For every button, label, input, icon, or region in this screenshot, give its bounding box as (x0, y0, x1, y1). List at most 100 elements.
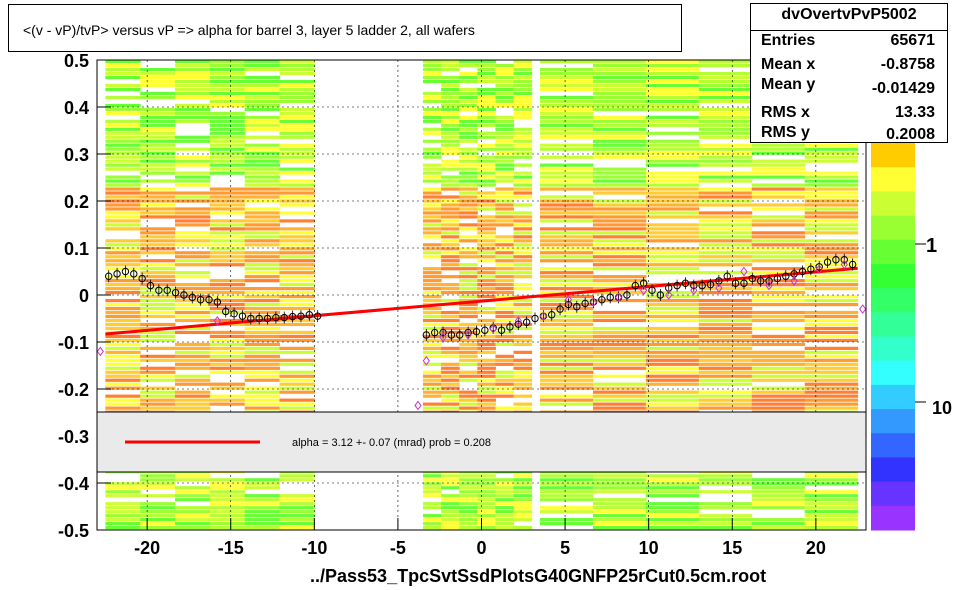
stats-box: dvOvertvPvP5002 Entries 65671 Mean x -0.… (750, 3, 948, 143)
data-point-diamond (213, 316, 221, 326)
data-point (648, 286, 656, 294)
data-point-diamond (815, 264, 823, 274)
data-point (731, 279, 740, 287)
data-series (105, 253, 857, 341)
data-point (773, 274, 782, 283)
x-tick-label: 5 (560, 538, 570, 558)
data-point-diamond (690, 285, 698, 296)
data-point (564, 300, 573, 309)
data-point (247, 314, 255, 323)
palette-label-one: 1 (926, 235, 937, 257)
data-point (138, 274, 146, 283)
data-point (305, 311, 314, 319)
data-point (272, 313, 280, 322)
stats-name: dvOvertvPvP5002 (781, 6, 917, 23)
stat-label-mean-x: Mean x (761, 56, 816, 73)
data-point (623, 291, 631, 299)
data-point (105, 272, 113, 280)
palette-cell (871, 360, 915, 386)
data-point-diamond (790, 276, 798, 286)
fit-line (105, 266, 858, 336)
data-point-diamond (564, 294, 573, 305)
data-point (807, 265, 815, 273)
data-point-diamond (464, 330, 472, 340)
palette-label-tenth: 10 (932, 398, 952, 418)
data-point-diamond (859, 304, 867, 314)
data-point-diamond (614, 292, 623, 303)
x-tick-label: 0 (476, 538, 486, 558)
data-point (222, 307, 230, 316)
data-point (171, 288, 180, 297)
data-point (113, 270, 121, 278)
data-point-diamond (640, 285, 648, 296)
x-tick-label: 10 (639, 538, 659, 558)
plot-title-box: <(v - vP)/tvP> versus vP => alpha for ba… (8, 4, 682, 52)
x-tick-label: -5 (390, 538, 406, 558)
data-point-diamond (840, 259, 848, 270)
data-point (447, 331, 456, 339)
stat-value-entries: 65671 (890, 32, 936, 49)
data-point (840, 256, 848, 264)
data-point (656, 291, 665, 299)
data-point (255, 314, 263, 323)
y-tick-label: -0.3 (58, 427, 89, 447)
data-point (422, 331, 431, 339)
data-point (439, 328, 447, 337)
data-point-diamond (589, 297, 598, 307)
data-point-diamond (514, 316, 522, 326)
palette-cell (871, 191, 915, 217)
data-point-diamond (539, 311, 547, 321)
y-tick-label: -0.1 (58, 333, 89, 353)
y-tick-label: -0.2 (58, 380, 89, 400)
axes: -20 -15 -10 -5 0 5 10 15 20 0.5 0.4 0.3 0.2 0.1 0 -0.1 -… (58, 51, 826, 558)
stat-label-entries: Entries (761, 32, 816, 49)
x-tick-label: -10 (301, 538, 327, 558)
stat-value-rms-x: 13.33 (894, 104, 935, 121)
palette-cell (871, 215, 915, 241)
data-point (297, 312, 305, 320)
data-point (698, 281, 706, 290)
data-point (155, 286, 163, 294)
y-tick-label: 0.4 (64, 98, 89, 118)
data-point-diamond (439, 332, 447, 343)
data-point (180, 291, 188, 299)
data-point-diamond (414, 400, 422, 411)
data-point-diamond (665, 290, 673, 300)
data-point (514, 320, 522, 328)
color-palette (871, 143, 926, 531)
data-point (548, 311, 556, 319)
palette-cell (871, 288, 915, 313)
stat-label-rms-x: RMS x (761, 104, 810, 121)
stats-separator (751, 30, 947, 31)
stat-value-mean-x: -0.8758 (880, 56, 935, 73)
data-point (631, 281, 639, 290)
data-point (606, 293, 614, 302)
data-point (188, 293, 196, 302)
palette-cell (871, 433, 915, 458)
data-point (681, 279, 690, 287)
data-point (130, 270, 138, 278)
data-points (96, 253, 867, 411)
stat-label-mean-y: Mean y (761, 76, 816, 93)
stat-value-mean-y: -0.01429 (871, 80, 935, 97)
data-point (740, 279, 748, 287)
x-tick-label: -15 (218, 538, 244, 558)
stat-label-rms-y: RMS y (761, 124, 810, 141)
y-tick-label: 0.3 (64, 145, 89, 165)
y-tick-label: 0.1 (64, 239, 89, 259)
data-point (146, 281, 155, 290)
palette-cell (871, 457, 915, 483)
data-point (288, 312, 297, 321)
data-point (522, 318, 531, 326)
palette-cell (871, 239, 915, 265)
x-tick-label: 15 (722, 538, 742, 558)
palette-cell (871, 384, 915, 410)
data-point (723, 272, 731, 280)
data-point (748, 274, 757, 283)
data-point (163, 286, 171, 294)
data-point (832, 256, 840, 264)
plot-title: <(v - vP)/tvP> versus vP => alpha for ba… (23, 22, 475, 38)
data-point-diamond (715, 283, 723, 293)
data-point (756, 277, 765, 285)
fit-legend: alpha = 3.12 +- 0.07 (mrad) prob = 0.208 (96, 411, 867, 473)
